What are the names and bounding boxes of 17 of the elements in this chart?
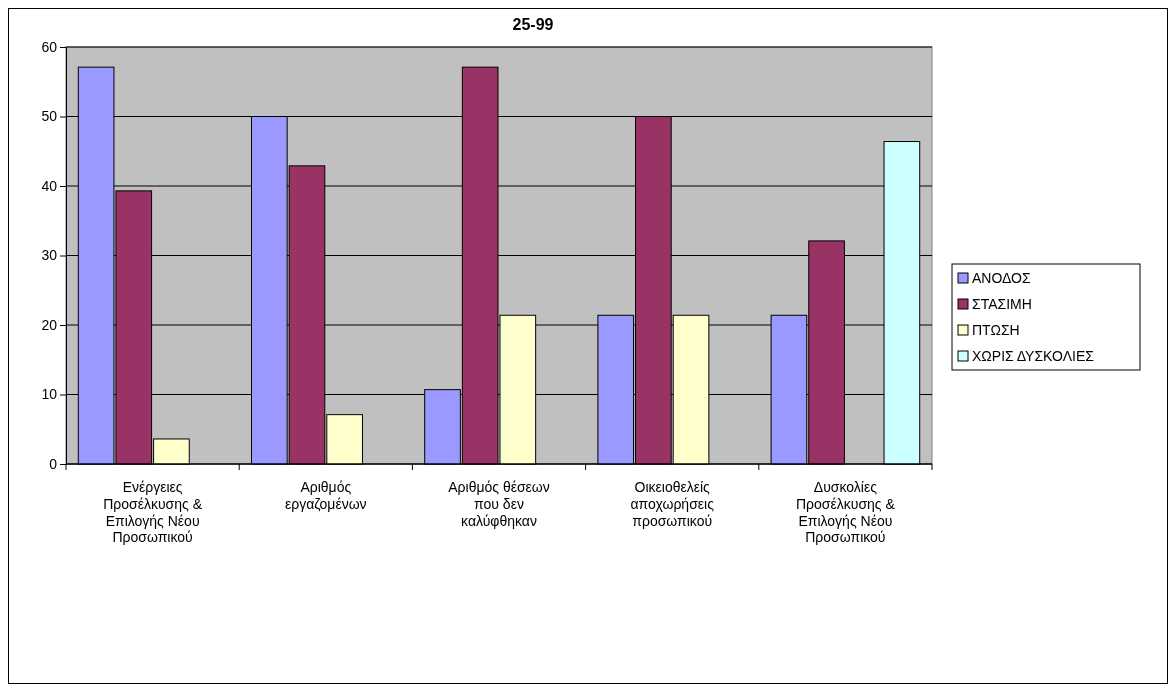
x-tick-label: Ενέργειες Προσέλκυσης & Επιλογής Νέου Προσωπικού: [103, 479, 203, 546]
legend-label: ΑΝΟΔΟΣ: [972, 270, 1031, 286]
legend-label: ΠΤΩΣΗ: [972, 322, 1020, 338]
legend-label: ΧΩΡΙΣ ΔΥΣΚΟΛΙΕΣ: [972, 348, 1095, 364]
y-tick-label: 50: [41, 108, 58, 125]
x-tick-label: Αριθμός θέσεων που δεν καλύφθηκαν: [448, 479, 550, 529]
y-tick-label: 60: [41, 38, 58, 55]
x-tick-label: Αριθμός εργαζομένων: [285, 479, 367, 512]
y-tick-label: 0: [49, 455, 58, 472]
y-tick-label: 20: [41, 316, 58, 333]
y-tick-label: 10: [41, 386, 58, 403]
y-tick-label: 30: [41, 247, 58, 264]
legend-label: ΣΤΑΣΙΜΗ: [972, 296, 1032, 312]
x-tick-label: Δυσκολίες Προσέλκυσης & Επιλογής Νέου Προσωπικού: [795, 479, 896, 546]
x-tick-label: Οικειοθελείς αποχωρήσεις προσωπικού: [630, 479, 715, 529]
y-tick-label: 40: [41, 177, 58, 194]
chart-title: 25-99: [512, 16, 554, 33]
